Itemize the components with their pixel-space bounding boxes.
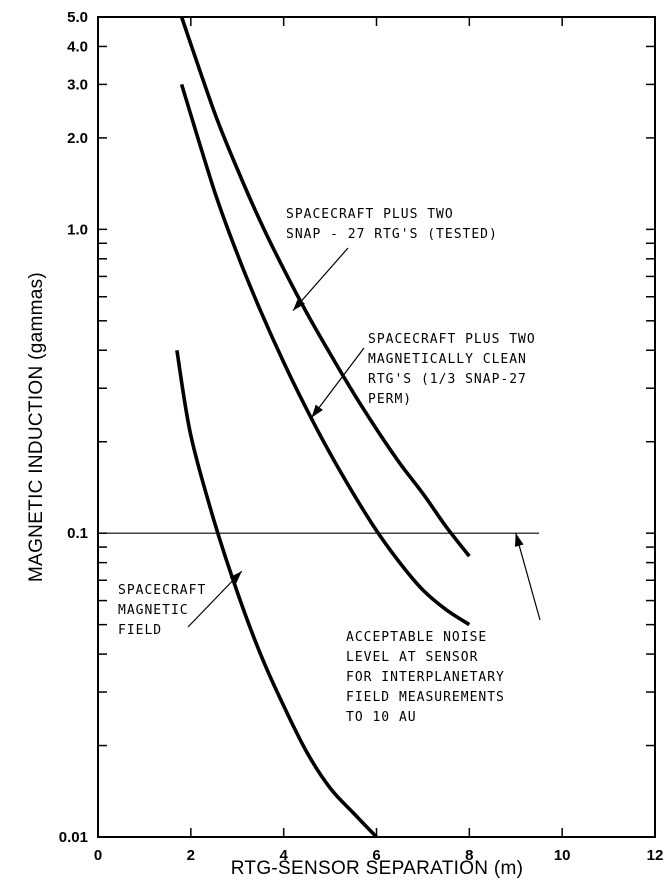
x-tick-label: 4: [279, 847, 288, 864]
annotation-line: TO 10 AU: [346, 710, 417, 725]
annotation-line: SNAP - 27 RTG'S (TESTED): [286, 227, 498, 242]
annotation-clean_rtg-arrow: [311, 347, 365, 419]
series-spacecraft-curve: [175, 350, 378, 839]
annotation-line: SPACECRAFT PLUS TWO: [286, 207, 454, 222]
series-clean_rtg-curve: [179, 83, 471, 627]
annotation-snap27-arrowhead: [292, 297, 305, 311]
x-tick-label: 12: [647, 847, 664, 864]
y-tick-label: 0.1: [67, 525, 88, 542]
y-tick-label: 4.0: [67, 38, 88, 55]
x-tick-label: 2: [187, 847, 195, 864]
y-tick-label: 2.0: [67, 130, 88, 147]
annotation-line: SPACECRAFT: [118, 583, 206, 598]
annotation-line: MAGNETICALLY CLEAN: [368, 352, 527, 367]
annotation-noise-arrow: [515, 533, 541, 621]
annotation-noise-text: ACCEPTABLE NOISE LEVEL AT SENSOR FOR INTER…: [346, 630, 505, 725]
annotation-line: FIELD MEASUREMENTS: [346, 690, 505, 705]
axis-tick-labels: 0 2 4 6 8 10 12 0.01 0.1 1.0 2.0 3.0 4.0 5.0: [59, 9, 664, 864]
x-tick-label: 6: [372, 847, 380, 864]
data-curves: [175, 16, 471, 839]
annotation-spacecraft-arrowhead: [229, 571, 242, 584]
annotation-line: RTG'S (1/3 SNAP-27: [368, 372, 527, 387]
y-tick-label: 1.0: [67, 221, 88, 238]
x-tick-label: 8: [465, 847, 473, 864]
annotation-snap27-text: SPACECRAFT PLUS TWO SNAP - 27 RTG'S (TEST…: [286, 207, 498, 242]
x-tick-label: 10: [554, 847, 571, 864]
x-axis-title: RTG-SENSOR SEPARATION (m): [231, 858, 524, 879]
annotation-clean_rtg-arrowhead: [311, 404, 323, 418]
y-axis-title: MAGNETIC INDUCTION (gammas): [26, 272, 47, 582]
annotation-spacecraft-text: SPACECRAFT MAGNETIC FIELD: [118, 583, 206, 638]
y-tick-label: 0.01: [59, 829, 88, 846]
annotation-clean_rtg-text: SPACECRAFT PLUS TWO MAGNETICALLY CLEAN RTG…: [368, 332, 536, 407]
annotation-line: ACCEPTABLE NOISE: [346, 630, 487, 645]
y-tick-label: 5.0: [67, 9, 88, 26]
y-tick-label: 3.0: [67, 76, 88, 93]
chart-annotations: SPACECRAFT PLUS TWO SNAP - 27 RTG'S (TEST…: [118, 207, 541, 725]
axis-ticks: [97, 16, 656, 838]
x-tick-label: 0: [94, 847, 102, 864]
series-snap27-curve: [179, 16, 471, 558]
annotation-line: FOR INTERPLANETARY: [346, 670, 505, 685]
annotation-line: PERM): [368, 392, 412, 407]
annotation-line: LEVEL AT SENSOR: [346, 650, 478, 665]
annotation-snap27-arrow: [292, 247, 349, 312]
annotation-line: SPACECRAFT PLUS TWO: [368, 332, 536, 347]
annotation-line: FIELD: [118, 623, 162, 638]
annotation-line: MAGNETIC: [118, 603, 189, 618]
annotation-noise-arrowhead: [514, 533, 524, 547]
